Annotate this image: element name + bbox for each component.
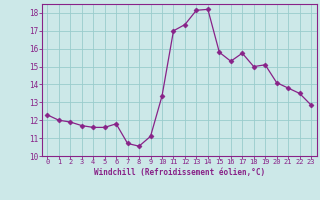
X-axis label: Windchill (Refroidissement éolien,°C): Windchill (Refroidissement éolien,°C) bbox=[94, 168, 265, 177]
